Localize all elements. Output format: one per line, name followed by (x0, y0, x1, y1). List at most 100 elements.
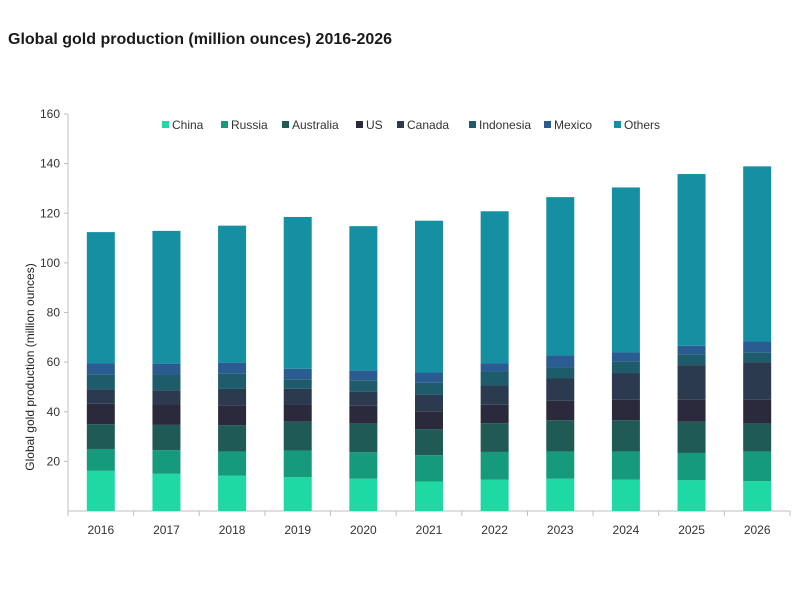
bar-segment-canada (218, 388, 247, 406)
bar-segment-us (152, 404, 181, 425)
bar-stack (152, 230, 181, 511)
bar-segment-canada (677, 365, 706, 400)
bar-segment-us (611, 399, 640, 421)
bar-segment-others (283, 216, 312, 369)
legend-label: Australia (292, 118, 339, 132)
bar-segment-canada (415, 394, 443, 412)
bar-segment-russia (415, 455, 443, 482)
bar-segment-mexico (415, 372, 443, 383)
bar-segment-russia (218, 451, 247, 476)
legend-swatch (544, 121, 551, 128)
bar-segment-australia (86, 424, 115, 449)
bar-segment-others (349, 226, 378, 371)
bar-segment-mexico (152, 363, 181, 375)
legend-label: US (366, 118, 383, 132)
bar-segment-indonesia (349, 380, 378, 392)
bar-stack (546, 197, 575, 511)
bar-stack (677, 174, 706, 511)
bar-segment-china (283, 477, 312, 511)
bar-segment-russia (152, 450, 181, 474)
legend-item: Canada (397, 118, 449, 132)
bar-segment-others (743, 166, 772, 342)
bar-segment-mexico (743, 341, 772, 353)
x-tick-label: 2021 (416, 523, 443, 537)
legend-item: US (356, 118, 383, 132)
bar-segment-china (152, 473, 181, 511)
legend-label: Others (624, 118, 660, 132)
legend-swatch (469, 121, 476, 128)
x-tick-label: 2019 (284, 523, 311, 537)
bar-stack (283, 216, 312, 511)
bar-segment-australia (415, 429, 443, 456)
bar-stack (218, 225, 247, 511)
x-tick-label: 2025 (678, 523, 705, 537)
bar-segment-indonesia (546, 367, 575, 379)
bars (86, 166, 772, 511)
legend-label: Russia (231, 118, 268, 132)
bar-segment-others (480, 211, 509, 364)
bar-segment-indonesia (283, 379, 312, 389)
y-axis-label: Global gold production (million ounces) (23, 263, 37, 470)
y-tick-label: 160 (40, 107, 60, 121)
bar-segment-canada (152, 390, 181, 405)
legend-swatch (356, 121, 363, 128)
bar-segment-us (677, 399, 706, 422)
bar-segment-indonesia (743, 352, 772, 363)
x-axis: 2016 2017 2018 2019 2020 2021 2022 2023 2024 2025… (67, 510, 791, 537)
x-tick-label: 2023 (547, 523, 574, 537)
y-tick-label: 20 (47, 454, 61, 468)
bar-segment-mexico (218, 362, 247, 374)
legend: China Russia Australia US Canada Indonesia Mex… (162, 118, 660, 132)
bar-segment-us (415, 411, 443, 430)
bar-segment-china (546, 478, 575, 511)
bar-segment-canada (743, 362, 772, 400)
bar-segment-china (415, 481, 443, 511)
y-tick-label: 60 (47, 355, 61, 369)
bar-segment-china (743, 481, 772, 511)
chart-title: Global gold production (million ounces) … (8, 31, 393, 48)
bar-stack (611, 187, 640, 511)
x-tick-label: 2026 (744, 523, 771, 537)
bar-segment-mexico (283, 368, 312, 380)
bar-segment-canada (546, 378, 575, 401)
bar-segment-others (611, 187, 640, 353)
bar-segment-australia (283, 421, 312, 451)
bar-segment-australia (218, 425, 247, 452)
legend-label: Canada (407, 118, 449, 132)
bar-segment-china (218, 475, 247, 511)
legend-label: Indonesia (479, 118, 531, 132)
bar-stack (415, 220, 443, 511)
bar-segment-china (480, 479, 509, 511)
y-tick-label: 140 (40, 157, 60, 171)
bar-segment-canada (611, 373, 640, 400)
bar-segment-indonesia (218, 373, 247, 389)
bar-stack (349, 226, 378, 511)
legend-item: Australia (282, 118, 339, 132)
bar-segment-us (218, 405, 247, 426)
bar-segment-australia (611, 420, 640, 452)
bar-stack (86, 232, 115, 511)
bar-segment-canada (283, 388, 312, 405)
bar-segment-russia (480, 451, 509, 480)
bar-segment-indonesia (86, 374, 115, 390)
bar-segment-us (86, 403, 115, 425)
x-tick-label: 2016 (87, 523, 114, 537)
bar-segment-australia (677, 421, 706, 453)
bar-segment-canada (480, 385, 509, 405)
bar-segment-others (86, 232, 115, 364)
bar-segment-australia (546, 420, 575, 452)
bar-segment-russia (677, 452, 706, 481)
bar-segment-russia (611, 451, 640, 480)
bar-segment-others (546, 197, 575, 356)
bar-segment-indonesia (480, 371, 509, 386)
x-tick-label: 2020 (350, 523, 377, 537)
legend-item: China (162, 118, 204, 132)
bar-segment-canada (349, 391, 378, 406)
bar-segment-mexico (480, 363, 509, 372)
bar-segment-russia (546, 451, 575, 479)
bar-segment-china (349, 478, 378, 511)
bar-segment-others (152, 230, 181, 364)
bar-segment-australia (480, 423, 509, 452)
legend-item: Mexico (544, 118, 592, 132)
